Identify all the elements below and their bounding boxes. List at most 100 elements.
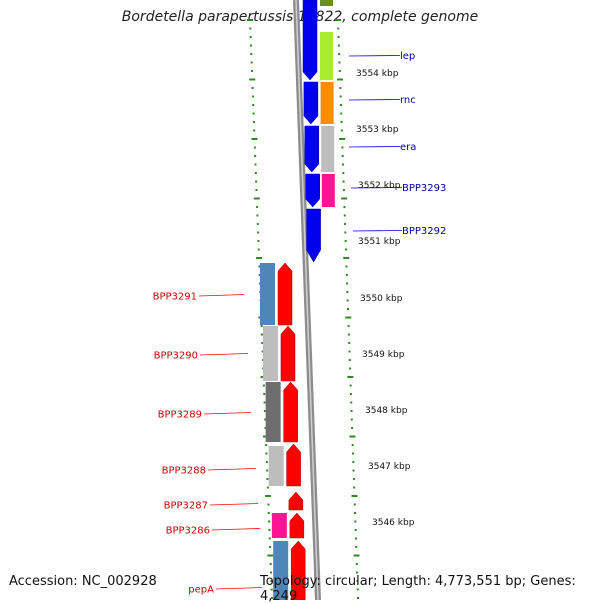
gene-label-leader (348, 146, 401, 148)
right-track-dot (345, 265, 348, 268)
left-track-dot (267, 512, 270, 514)
cog-box-forward (320, 32, 333, 80)
right-track-dot (353, 486, 356, 489)
right-track-dot (347, 325, 350, 327)
gene-label-leader (199, 353, 249, 356)
right-track-dot (346, 299, 349, 302)
right-track-dot (350, 410, 353, 412)
position-ticks: 3554 kbp 3553 kbp 3552 kbp 3551 kbp 3550 kbp… (356, 69, 415, 528)
left-track-dot (249, 36, 252, 38)
left-track-dot (258, 274, 261, 276)
left-track-dot (258, 265, 261, 268)
right-track-dot (356, 571, 359, 574)
tick-label: 3548 kbp (365, 406, 408, 416)
right-track-dot (339, 104, 342, 106)
right-track-dot (335, 19, 341, 21)
gene-label-reverse: BPP3286 (166, 526, 210, 537)
right-track-dot (352, 461, 355, 463)
right-track-dot (345, 274, 348, 276)
right-track-dot (340, 121, 343, 123)
gene-label-forward: lep (400, 51, 415, 62)
left-track-dot (256, 206, 259, 208)
right-track-dot (343, 214, 346, 217)
left-track-dot (251, 87, 254, 89)
right-track-dot (340, 129, 343, 132)
left-track-dot (250, 70, 253, 72)
gene-label-leader (352, 230, 403, 232)
gene-label-leader (203, 412, 252, 415)
left-track-dot (247, 19, 253, 21)
forward-gene-arrow (304, 125, 320, 173)
right-track-dot (339, 138, 346, 140)
cog-box-forward (320, 82, 334, 124)
right-track-dot (349, 393, 352, 395)
left-track-dot (253, 146, 256, 149)
right-track-dot (348, 342, 351, 344)
reverse-gene-arrow (289, 512, 305, 539)
left-track-dot (260, 333, 263, 336)
left-track-dot (271, 597, 273, 599)
reverse-gene-arrow (288, 491, 304, 511)
right-track-dot (356, 580, 359, 582)
forward-gene-arrow (305, 173, 320, 208)
right-track-dot (353, 554, 360, 557)
cog-box-reverse (260, 263, 275, 325)
right-track-dot (348, 359, 351, 361)
left-track-dot (261, 342, 264, 344)
left-track-dot (254, 172, 257, 174)
reverse-gene-arrow (290, 540, 306, 600)
left-track-dot (265, 461, 268, 463)
gene-label-reverse: BPP3291 (153, 292, 197, 303)
left-track-dot (260, 325, 263, 327)
right-track-dot (352, 478, 355, 480)
gene-label-leader (348, 55, 401, 57)
left-track-dot (264, 418, 267, 421)
forward-gene-arrow (306, 208, 321, 263)
right-track-dot (356, 588, 359, 591)
right-track-dot (344, 240, 347, 242)
cog-box-reverse (273, 541, 289, 600)
left-track-dot (250, 61, 253, 64)
cog-box-reverse (268, 446, 284, 486)
right-track-dot (351, 495, 358, 497)
right-track-dot (346, 291, 349, 293)
right-track-dot (337, 36, 340, 38)
right-track-dot (338, 70, 341, 72)
tick-label: 3553 kbp (356, 125, 399, 135)
left-track-dot (268, 520, 271, 523)
right-track-dot (341, 146, 344, 149)
gene-label-reverse: BPP3290 (154, 351, 198, 362)
cog-box-forward (321, 126, 335, 172)
left-track-dot (263, 410, 266, 412)
right-track-dot (352, 452, 354, 455)
left-track-dot (249, 27, 252, 30)
right-dotted-track (335, 19, 360, 599)
left-track-dot (256, 257, 263, 259)
right-track-dot (337, 44, 340, 47)
cog-category-track (260, 0, 335, 600)
right-track-dot (350, 401, 353, 404)
right-track-dot (342, 180, 345, 183)
left-track-dot (253, 129, 256, 132)
right-track-dot (349, 367, 352, 370)
map-title: Bordetella parapertussis 12822, complete… (121, 9, 479, 25)
left-track-dot (269, 546, 272, 548)
gene-label-reverse: BPP3288 (162, 466, 206, 477)
cog-box-reverse (265, 382, 281, 442)
gene-label-leader (211, 528, 261, 531)
cog-box-forward-top (320, 0, 333, 6)
right-track-dot (347, 308, 349, 310)
left-track-dot (267, 554, 274, 557)
left-track-dot (249, 78, 256, 81)
left-track-dot (250, 53, 253, 55)
left-track-dot (255, 180, 258, 183)
right-track-dot (346, 282, 349, 285)
left-track-dot (261, 359, 264, 361)
gene-label-forward: BPP3293 (402, 183, 446, 194)
left-track-dot (270, 580, 273, 582)
gene-label-leader (350, 187, 403, 189)
left-track-dot (266, 486, 269, 489)
left-track-dot (255, 189, 258, 191)
left-track-dot (270, 588, 273, 591)
left-track-dot (266, 478, 269, 480)
